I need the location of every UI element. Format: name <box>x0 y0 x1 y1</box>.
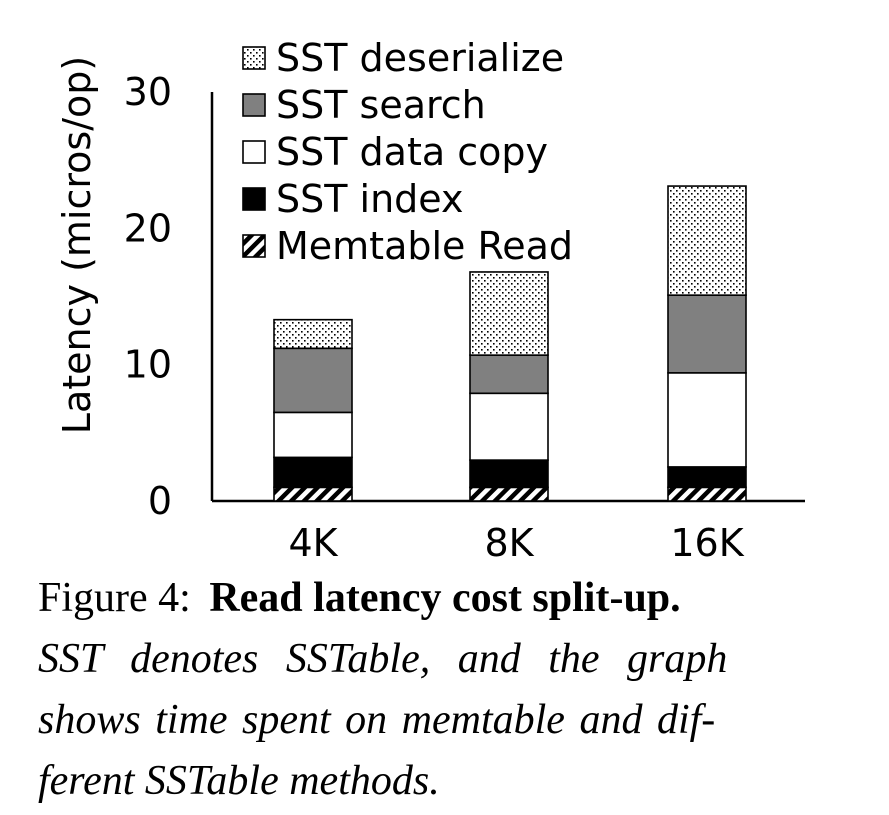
bar-segment-sst-index <box>667 466 747 489</box>
caption-body-line-1: SST denotes SSTable, and the graph <box>38 636 728 682</box>
legend-swatch <box>242 46 266 70</box>
bar-segment-sst-search <box>667 294 747 374</box>
legend-swatch <box>242 93 266 117</box>
bar-segment-sst-search <box>469 354 549 395</box>
y-axis-label: Latency (micros/op) <box>55 56 99 434</box>
bar-segment-sst-deserialize <box>667 185 747 296</box>
bar-segment-memtable-read <box>469 486 549 502</box>
caption-label: Figure 4: <box>38 575 191 621</box>
y-tick-label: 30 <box>124 70 172 114</box>
x-tick-label: 8K <box>484 521 534 565</box>
legend-label: Memtable Read <box>276 224 573 268</box>
bar-segment-sst-index <box>469 459 549 489</box>
x-tick-label: 4K <box>288 521 338 565</box>
y-tick-label: 10 <box>124 343 172 387</box>
bar-segment-sst-data-copy <box>667 372 747 468</box>
legend-label: SST data copy <box>276 130 548 174</box>
y-tick-label: 0 <box>148 479 172 523</box>
caption-body-line-3: ferent SSTable methods. <box>38 758 440 804</box>
legend-label: SST search <box>276 83 486 127</box>
bar-segment-sst-search <box>273 347 353 414</box>
bar-segment-memtable-read <box>667 486 747 502</box>
x-tick-label: 16K <box>670 521 744 565</box>
legend-swatch <box>242 234 266 258</box>
stacked-bar-chart: 0 10 20 30 Latency (micros/op) 4K 8K 16K SST d… <box>55 36 805 565</box>
legend-swatch <box>242 140 266 164</box>
legend-label: SST index <box>276 177 464 221</box>
bar-segment-memtable-read <box>273 486 353 502</box>
bars: 4K 8K 16K <box>273 185 747 565</box>
figure-caption: Figure 4: Read latency cost split-up. SS… <box>38 568 818 812</box>
legend-label: SST deserialize <box>276 36 564 80</box>
bar-segment-sst-index <box>273 456 353 489</box>
caption-body-line-2: shows time spent on memtable and dif- <box>38 697 716 743</box>
legend-swatch <box>242 187 266 211</box>
bar-segment-sst-deserialize <box>273 318 353 350</box>
bar-segment-sst-data-copy <box>273 411 353 459</box>
caption-title: Read latency cost split-up. <box>209 575 681 621</box>
caption-line-1: Figure 4: Read latency cost split-up. <box>38 568 818 629</box>
y-tick-label: 20 <box>124 206 172 250</box>
axes: 0 10 20 30 Latency (micros/op) <box>55 56 805 523</box>
bar-segment-sst-data-copy <box>469 392 549 461</box>
bar-segment-sst-deserialize <box>469 271 549 356</box>
